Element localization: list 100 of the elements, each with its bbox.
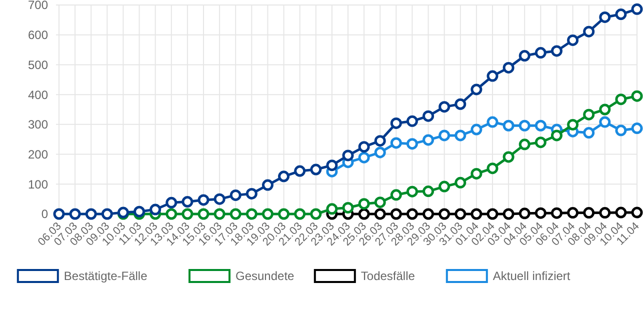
point <box>583 207 595 219</box>
point <box>214 193 226 205</box>
y-tick-label: 0 <box>41 207 48 222</box>
point <box>53 208 65 220</box>
point <box>470 168 482 180</box>
legend-label: Aktuell infiziert <box>492 269 571 284</box>
point <box>182 196 194 208</box>
point <box>406 115 418 127</box>
point <box>390 189 402 201</box>
point <box>454 130 466 142</box>
point <box>486 116 498 128</box>
point <box>615 8 627 20</box>
point <box>390 208 402 220</box>
point <box>615 206 627 218</box>
point <box>374 135 386 147</box>
point <box>69 208 81 220</box>
point <box>534 207 546 219</box>
point <box>518 50 530 62</box>
point <box>599 116 611 128</box>
point <box>631 206 643 218</box>
point <box>310 164 322 176</box>
point <box>615 94 627 106</box>
y-tick-label: 500 <box>28 58 48 72</box>
point <box>550 45 562 57</box>
point <box>534 136 546 148</box>
point <box>358 208 370 220</box>
point <box>214 208 226 220</box>
point <box>198 194 210 206</box>
point <box>390 137 402 149</box>
point <box>294 165 306 177</box>
y-tick-label: 300 <box>28 118 48 132</box>
point <box>438 130 450 142</box>
point <box>262 179 274 191</box>
point <box>262 208 274 220</box>
point <box>567 34 579 46</box>
point <box>358 141 370 153</box>
legend-label: Gesundete <box>236 269 295 284</box>
point <box>486 70 498 82</box>
point <box>406 208 418 220</box>
point <box>358 152 370 164</box>
point <box>534 47 546 59</box>
point <box>454 98 466 110</box>
point <box>438 208 450 220</box>
y-tick-label: 100 <box>28 177 48 192</box>
point <box>374 208 386 220</box>
point <box>470 84 482 96</box>
point <box>567 207 579 219</box>
point <box>294 208 306 220</box>
point <box>502 62 514 74</box>
point <box>454 208 466 220</box>
point <box>390 117 402 129</box>
point <box>422 134 434 146</box>
point <box>230 189 242 201</box>
point <box>470 124 482 136</box>
point <box>326 203 338 215</box>
point <box>374 146 386 158</box>
point <box>486 208 498 220</box>
y-tick-label: 600 <box>28 28 48 42</box>
y-tick-label: 700 <box>28 0 48 12</box>
point <box>85 208 97 220</box>
point <box>406 138 418 150</box>
point <box>182 208 194 220</box>
point <box>631 3 643 15</box>
point <box>326 160 338 172</box>
y-tick-label: 400 <box>28 88 48 102</box>
point <box>278 208 290 220</box>
point <box>422 186 434 198</box>
point <box>454 176 466 188</box>
point <box>550 207 562 219</box>
point <box>358 198 370 210</box>
point <box>278 170 290 182</box>
point <box>518 120 530 132</box>
point <box>470 208 482 220</box>
point <box>230 208 242 220</box>
legend-label: Bestätigte-Fälle <box>64 269 148 284</box>
point <box>246 208 258 220</box>
point <box>631 90 643 102</box>
point <box>310 208 322 220</box>
point <box>518 208 530 220</box>
point <box>599 207 611 219</box>
point <box>406 186 418 198</box>
point <box>198 208 210 220</box>
point <box>583 108 595 120</box>
point <box>422 110 434 122</box>
point <box>374 196 386 208</box>
point <box>615 124 627 136</box>
point <box>599 11 611 23</box>
point <box>422 208 434 220</box>
point <box>438 101 450 113</box>
point <box>518 138 530 150</box>
point <box>599 104 611 116</box>
y-tick-label: 200 <box>28 147 48 162</box>
point <box>101 208 113 220</box>
point <box>502 208 514 220</box>
point <box>502 120 514 132</box>
point <box>342 150 354 162</box>
point <box>166 196 178 208</box>
point <box>486 162 498 174</box>
point <box>583 127 595 139</box>
point <box>567 118 579 130</box>
